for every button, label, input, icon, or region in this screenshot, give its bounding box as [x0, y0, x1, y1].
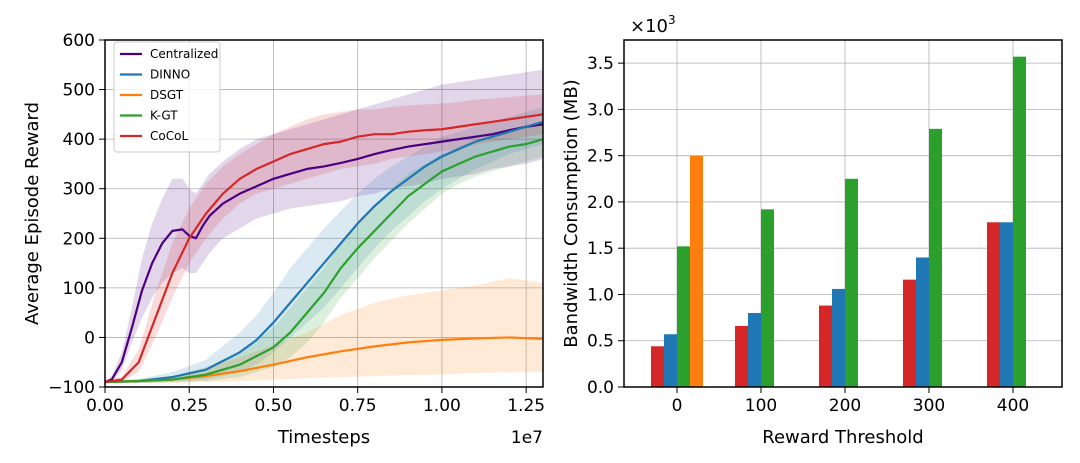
bar-0-s0	[651, 346, 664, 387]
y-scale-exponent: 3	[668, 13, 676, 27]
x-tick-label: 100	[745, 396, 777, 416]
y-tick-label: 3.0	[587, 100, 614, 120]
y-tick-label: 1.0	[587, 285, 614, 305]
y-tick-label: 0.5	[587, 332, 614, 352]
y-tick-label: 200	[63, 229, 95, 249]
y-scale-base: ×10	[630, 16, 668, 37]
series-line-cocol	[104, 113, 544, 384]
line-chart-x-offset-label: 1e7	[511, 428, 543, 448]
bar-0-s1	[664, 334, 677, 387]
bar-chart-bars	[651, 56, 1026, 387]
legend-label-dsgt: DSGT	[150, 88, 184, 102]
x-tick-label: 0.50	[255, 396, 293, 416]
line-chart-x-axis-label: Timesteps	[277, 427, 370, 448]
bar-chart-y-axis-label: Bandwidth Consumption (MB)	[561, 79, 582, 347]
line-chart-frame	[104, 39, 544, 388]
legend-label-cocol: CoCoL	[150, 129, 188, 143]
line-chart-legend: Centralized DINNO DSGT K-GT CoCoL	[113, 41, 221, 153]
y-tick-label: 300	[63, 180, 95, 200]
x-tick-label: 0	[672, 396, 683, 416]
bar-300-s1	[916, 257, 929, 387]
bar-100-s2	[761, 209, 774, 387]
line-chart-y-axis-label: Average Episode Reward	[22, 102, 43, 325]
y-tick-label: 2.5	[587, 147, 614, 167]
legend-label-dinno: DINNO	[150, 68, 190, 82]
bar-chart-x-axis-label: Reward Threshold	[762, 427, 923, 448]
bar-200-s0	[819, 305, 832, 387]
y-tick-label: −100	[48, 378, 95, 398]
series-band-dinno	[105, 106, 543, 384]
bar-0-s3	[690, 155, 703, 387]
y-tick-label: 100	[63, 279, 95, 299]
y-tick-label: 500	[63, 81, 95, 101]
bar-400-s2	[1013, 56, 1026, 387]
legend-box	[113, 41, 221, 153]
y-tick-label: 0	[84, 328, 95, 348]
bar-100-s0	[735, 325, 748, 387]
series-band-k-gt	[105, 124, 543, 384]
bar-400-s0	[987, 222, 1000, 387]
y-tick-label: 600	[63, 31, 95, 51]
y-tick-label: 400	[63, 130, 95, 150]
x-tick-label: 1.25	[507, 396, 545, 416]
line-chart-panel: 0.00 0.25 0.50 0.75 1.00 1.25 −100 0 100 200 300 40…	[22, 31, 545, 448]
legend-label-centralized: Centralized	[150, 47, 218, 61]
line-chart-ticks: 0.00 0.25 0.50 0.75 1.00 1.25 −100 0 100 200 300 40…	[48, 31, 545, 416]
bar-100-s1	[748, 312, 761, 387]
series-band-cocol	[105, 94, 543, 384]
series-line-k-gt	[104, 138, 544, 384]
bar-200-s1	[832, 288, 845, 387]
bar-400-s1	[1000, 222, 1013, 387]
line-chart-bands	[105, 69, 543, 384]
bar-300-s0	[903, 279, 916, 387]
series-line-centralized	[104, 123, 544, 384]
legend-label-k-gt: K-GT	[150, 109, 178, 123]
y-tick-label: 1.5	[587, 239, 614, 259]
line-chart-lines	[104, 113, 544, 384]
bar-chart-y-scale-label: ×103	[630, 13, 676, 37]
x-tick-label: 400	[997, 396, 1029, 416]
y-tick-label: 0.0	[587, 378, 614, 398]
bar-chart-frame	[623, 39, 1063, 388]
x-tick-label: 0.00	[86, 396, 124, 416]
bar-200-s2	[845, 178, 858, 387]
x-tick-label: 200	[829, 396, 861, 416]
series-band-dsgt	[105, 277, 543, 384]
bar-300-s2	[929, 128, 942, 387]
bar-0-s2	[677, 246, 690, 387]
x-tick-label: 300	[913, 396, 945, 416]
bar-chart-ticks: 0.0 0.5 1.0 1.5 2.0 2.5 3.0 3.5 0 100 200 300 400	[587, 54, 1029, 416]
y-tick-label: 3.5	[587, 54, 614, 74]
series-band-centralized	[105, 69, 543, 384]
x-tick-label: 0.25	[170, 396, 208, 416]
y-tick-label: 2.0	[587, 193, 614, 213]
series-line-dinno	[104, 120, 544, 384]
x-tick-label: 0.75	[339, 396, 377, 416]
bar-chart-panel: 0.0 0.5 1.0 1.5 2.0 2.5 3.0 3.5 0 100 200 300 400 Re…	[561, 13, 1063, 448]
x-tick-label: 1.00	[423, 396, 461, 416]
